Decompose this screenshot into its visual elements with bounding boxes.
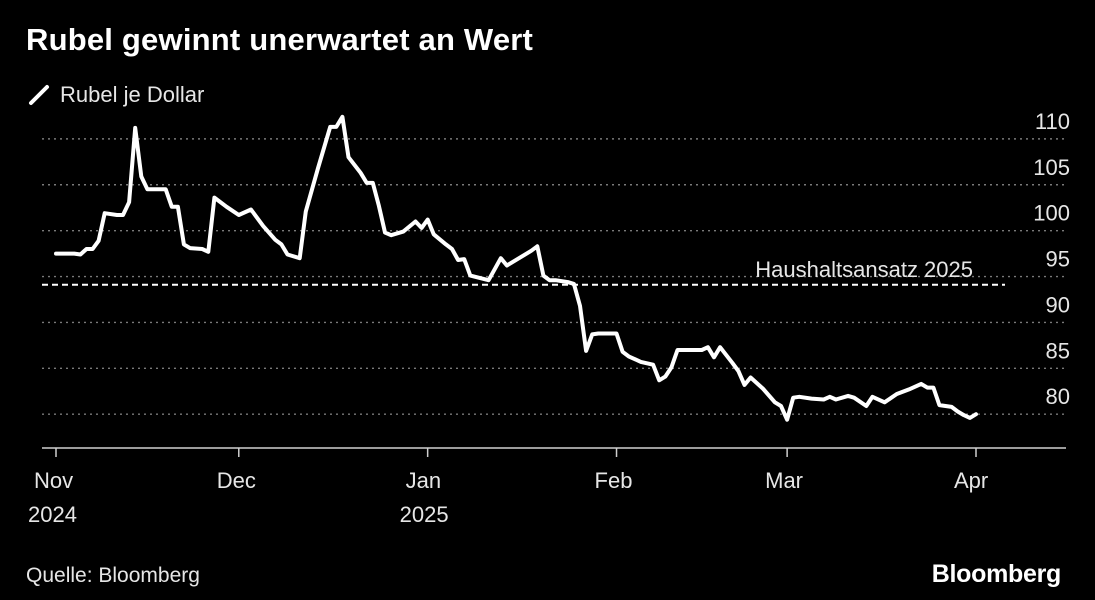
x-tick-year-2024: 2024 <box>28 502 77 527</box>
bloomberg-logo: Bloomberg <box>931 560 1062 588</box>
y-tick-label-95: 95 <box>1046 247 1070 272</box>
x-tick-year-2025: 2025 <box>400 502 449 527</box>
source-note: Quelle: Bloomberg <box>26 564 200 587</box>
y-tick-label-80: 80 <box>1046 384 1070 409</box>
chart-title: Rubel gewinnt unerwartet an Wert <box>26 22 534 57</box>
x-tick-label-apr: Apr <box>954 468 988 493</box>
y-tick-label-105: 105 <box>1033 155 1070 180</box>
legend: Rubel je Dollar <box>28 82 204 108</box>
x-tick-label-feb: Feb <box>595 468 633 493</box>
x-tick-label-jan: Jan <box>406 468 441 493</box>
reference-line-label: Haushaltsansatz 2025 <box>755 257 973 282</box>
x-tick-label-dec: Dec <box>217 468 256 493</box>
y-tick-label-90: 90 <box>1046 292 1070 317</box>
y-tick-label-100: 100 <box>1033 201 1070 226</box>
legend-label: Rubel je Dollar <box>60 82 205 107</box>
x-tick-label-mar: Mar <box>765 468 803 493</box>
series-line-0 <box>54 114 978 422</box>
legend-line-icon <box>29 85 49 105</box>
y-tick-label-110: 110 <box>1035 109 1070 134</box>
x-tick-label-nov: Nov <box>34 468 73 493</box>
y-tick-label-85: 85 <box>1046 338 1070 363</box>
